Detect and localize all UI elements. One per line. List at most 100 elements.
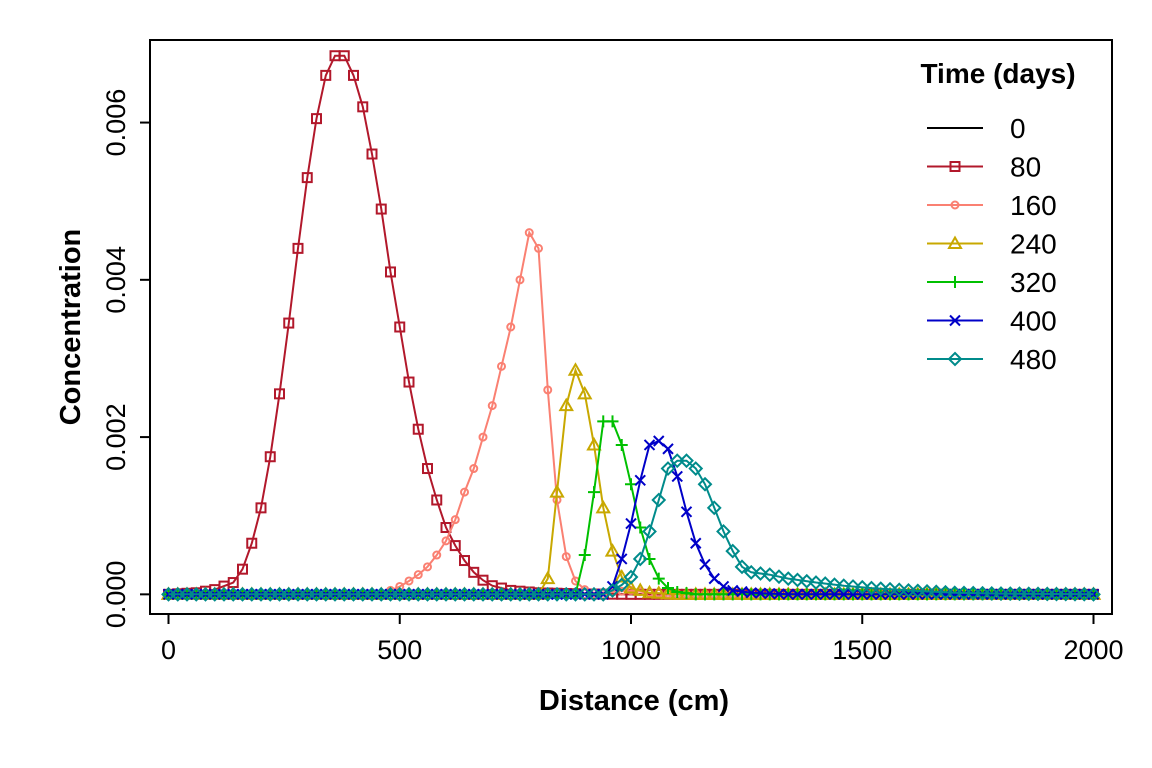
data-point (246, 537, 258, 549)
data-point (780, 571, 796, 587)
series-layer (160, 50, 1102, 602)
data-point (524, 228, 534, 238)
data-point (882, 581, 898, 597)
data-point (854, 579, 870, 595)
data-point (403, 376, 415, 388)
data-point (561, 552, 571, 562)
y-tick-label: 0.002 (101, 403, 131, 471)
data-point (669, 586, 685, 600)
data-point (725, 543, 741, 559)
data-point (753, 566, 768, 581)
data-point (919, 583, 935, 599)
data-point (771, 569, 787, 585)
x-tick-label: 2000 (1063, 635, 1123, 665)
data-point (762, 567, 778, 583)
data-point (808, 575, 824, 590)
data-point (736, 585, 748, 598)
legend-marker (950, 200, 960, 210)
data-point (604, 543, 621, 557)
data-point (634, 474, 646, 487)
data-point (679, 453, 694, 469)
legend-entry-160: 160 (927, 190, 1057, 221)
data-point (810, 588, 822, 601)
data-point (790, 572, 805, 588)
legend-label: 320 (1010, 267, 1057, 298)
data-point (847, 588, 859, 601)
data-point (497, 361, 506, 371)
legend: Time (days) 0 80 160 240 320 400 480 (920, 58, 1075, 375)
data-point (754, 587, 767, 599)
x-tick-label: 500 (377, 635, 422, 665)
plot-area-frame (149, 39, 1113, 615)
legend-label: 480 (1010, 344, 1057, 375)
y-axis-title: Concentration (55, 229, 87, 426)
data-point (697, 476, 713, 492)
data-point (449, 540, 461, 552)
data-point (653, 435, 665, 447)
data-point (264, 451, 276, 463)
data-point (459, 555, 470, 567)
data-point (838, 588, 850, 601)
data-point (366, 148, 378, 160)
x-tick-label: 1000 (601, 635, 661, 665)
data-point (671, 470, 683, 483)
data-point (708, 572, 720, 585)
series-80 (163, 50, 1099, 600)
data-point (828, 588, 841, 601)
data-point (782, 588, 794, 601)
data-point (292, 242, 304, 254)
data-point (385, 266, 396, 278)
legend-marker (949, 276, 961, 288)
x-tick-label: 1500 (832, 635, 892, 665)
data-point (460, 487, 469, 497)
y-tick-label: 0.000 (101, 561, 131, 629)
data-point (641, 584, 658, 599)
data-point (873, 581, 889, 597)
legend-entry-400: 400 (927, 306, 1057, 337)
data-point (274, 388, 285, 400)
data-point (652, 572, 665, 585)
data-point (680, 506, 693, 518)
data-point (827, 577, 842, 593)
data-point (901, 582, 916, 598)
data-point (506, 322, 516, 332)
data-point (836, 578, 852, 594)
data-point (468, 566, 480, 578)
data-point (578, 549, 591, 562)
data-point (614, 577, 630, 593)
series-line (168, 420, 1094, 596)
data-point (764, 587, 776, 600)
legend-marker (949, 161, 961, 172)
data-point (301, 172, 313, 184)
legend-marker (947, 351, 963, 367)
y-tick-label: 0.006 (101, 89, 131, 157)
data-point (910, 583, 926, 599)
data-point (534, 243, 543, 253)
data-point (615, 438, 628, 451)
data-point (255, 502, 267, 514)
legend-entry-480: 480 (927, 344, 1057, 375)
data-point (642, 524, 657, 539)
data-point (311, 113, 322, 125)
data-point (662, 582, 674, 595)
series-480 (161, 453, 1101, 602)
data-point (412, 423, 424, 435)
data-point (422, 463, 433, 475)
legend-label: 80 (1010, 152, 1041, 183)
data-point (891, 582, 907, 598)
legend-entry-0: 0 (927, 113, 1026, 144)
data-point (791, 588, 804, 601)
data-point (616, 553, 628, 565)
data-point (440, 522, 452, 534)
data-point (237, 563, 248, 575)
data-point (540, 570, 556, 585)
data-point (819, 588, 831, 601)
data-point (817, 576, 833, 592)
y-tick-label: 0.004 (101, 246, 131, 314)
data-point (717, 580, 730, 593)
data-point (660, 461, 676, 476)
data-point (477, 574, 489, 586)
data-point (441, 536, 451, 546)
data-point (375, 203, 387, 215)
